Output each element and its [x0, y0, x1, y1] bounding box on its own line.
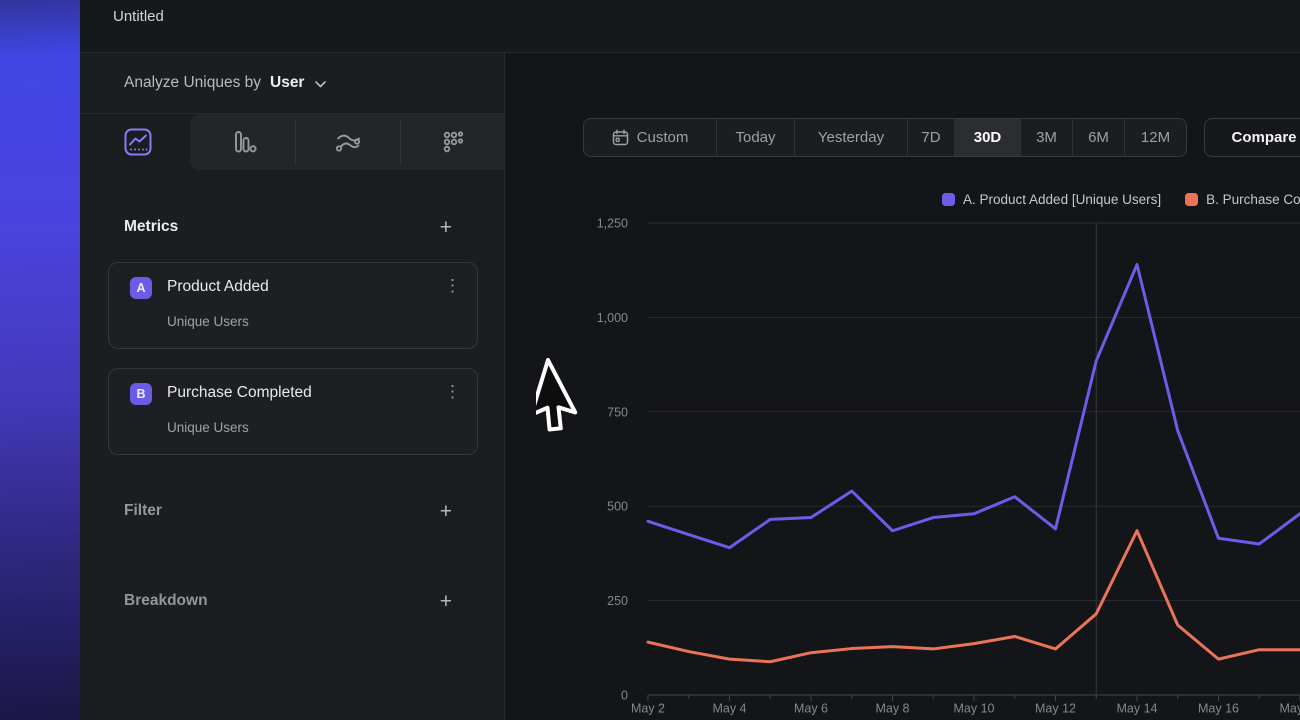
x-axis-label: May 12	[1035, 702, 1076, 716]
legend-item[interactable]: B. Purchase Completed [Unique Users]	[1185, 192, 1300, 207]
breakdown-section-header: Breakdown +	[80, 585, 504, 617]
y-axis-label: 0	[621, 689, 628, 703]
range-30d[interactable]: 30D	[954, 119, 1020, 156]
legend-item[interactable]: A. Product Added [Unique Users]	[942, 192, 1161, 207]
metric-badge-b: B	[130, 383, 152, 405]
range-yesterday[interactable]: Yesterday	[794, 119, 907, 156]
legend-swatch-icon	[942, 193, 955, 206]
analyze-uniques-row: Analyze Uniques by User	[80, 53, 504, 114]
tab-divider	[295, 121, 296, 163]
tab-divider	[400, 121, 401, 163]
line-chart: 0 250 500 750 1,000 1,250 May 2 May 4 May 6 May 8…	[597, 217, 1300, 716]
metric-title[interactable]: Product Added	[167, 278, 269, 295]
range-3m[interactable]: 3M	[1020, 119, 1072, 156]
tab-insights-line[interactable]	[85, 114, 190, 170]
x-axis-label: May 8	[875, 702, 909, 716]
add-breakdown-button[interactable]: +	[439, 589, 452, 613]
metric-badge-a: A	[130, 277, 152, 299]
line-chart-icon	[124, 128, 151, 156]
tab-retention[interactable]	[400, 114, 505, 170]
retention-dots-icon	[443, 131, 463, 153]
filter-section-header: Filter +	[80, 495, 504, 527]
breakdown-title: Breakdown	[124, 592, 208, 609]
range-7d[interactable]: 7D	[907, 119, 954, 156]
kebab-menu-icon[interactable]: ⋮	[444, 276, 461, 295]
range-12m[interactable]: 12M	[1124, 119, 1186, 156]
y-axis-label: 750	[607, 405, 628, 419]
x-axis-label: May 2	[631, 702, 665, 716]
bar-chart-icon	[234, 131, 257, 153]
metric-title[interactable]: Purchase Completed	[167, 384, 312, 401]
flows-icon	[335, 134, 360, 152]
kebab-menu-icon[interactable]: ⋮	[444, 382, 461, 401]
metric-card-purchase-completed[interactable]: B Purchase Completed ⋮ Unique Users	[108, 368, 478, 455]
x-axis-label: May 6	[794, 702, 828, 716]
filter-title: Filter	[124, 502, 162, 519]
report-title[interactable]: Untitled	[113, 8, 164, 25]
analyze-entity-dropdown[interactable]: User	[270, 74, 305, 91]
legend-label: A. Product Added [Unique Users]	[963, 192, 1162, 207]
legend-label: B. Purchase Completed [Unique Users]	[1206, 192, 1300, 207]
chart-legend: A. Product Added [Unique Users] B. Purcha…	[942, 192, 1300, 207]
chevron-down-icon[interactable]	[315, 80, 327, 88]
y-axis-label: 1,250	[597, 217, 628, 231]
calendar-icon	[612, 129, 628, 146]
x-axis-label: May 4	[712, 702, 746, 716]
metric-subtitle[interactable]: Unique Users	[167, 420, 249, 435]
metrics-title: Metrics	[124, 218, 179, 235]
legend-swatch-icon	[1185, 193, 1199, 206]
range-custom[interactable]: Custom	[584, 119, 716, 156]
y-axis-label: 1,000	[597, 311, 628, 325]
top-bar: Untitled	[80, 0, 1300, 53]
chart-type-tabs	[80, 114, 504, 170]
tab-flows[interactable]	[295, 114, 400, 170]
metric-card-product-added[interactable]: A Product Added ⋮ Unique Users	[108, 262, 478, 349]
date-range-control: Custom Today Yesterday 7D 30D 3M 6M 12M	[583, 118, 1187, 157]
compare-button[interactable]: Compare	[1204, 118, 1300, 157]
tab-bar-chart[interactable]	[190, 114, 295, 170]
range-today[interactable]: Today	[716, 119, 794, 156]
chart-panel: 0 250 500 750 1,000 1,250 May 2 May 4 May 6 May 8…	[505, 53, 1300, 720]
range-6m[interactable]: 6M	[1072, 119, 1124, 156]
mouse-cursor	[536, 358, 578, 432]
x-axis-label: May 18	[1280, 702, 1300, 716]
query-sidebar: Analyze Uniques by User	[80, 53, 505, 720]
x-axis-label: May 14	[1117, 702, 1158, 716]
x-axis-label: May 16	[1198, 702, 1239, 716]
x-axis-label: May 10	[954, 702, 995, 716]
analyze-prefix-label: Analyze Uniques by	[124, 74, 261, 91]
y-axis-label: 500	[607, 500, 628, 514]
decorative-gradient-strip	[0, 0, 80, 720]
metric-subtitle[interactable]: Unique Users	[167, 314, 249, 329]
metrics-section-header: Metrics +	[80, 211, 504, 243]
add-filter-button[interactable]: +	[439, 499, 452, 523]
add-metric-button[interactable]: +	[439, 215, 452, 239]
y-axis-label: 250	[607, 594, 628, 608]
